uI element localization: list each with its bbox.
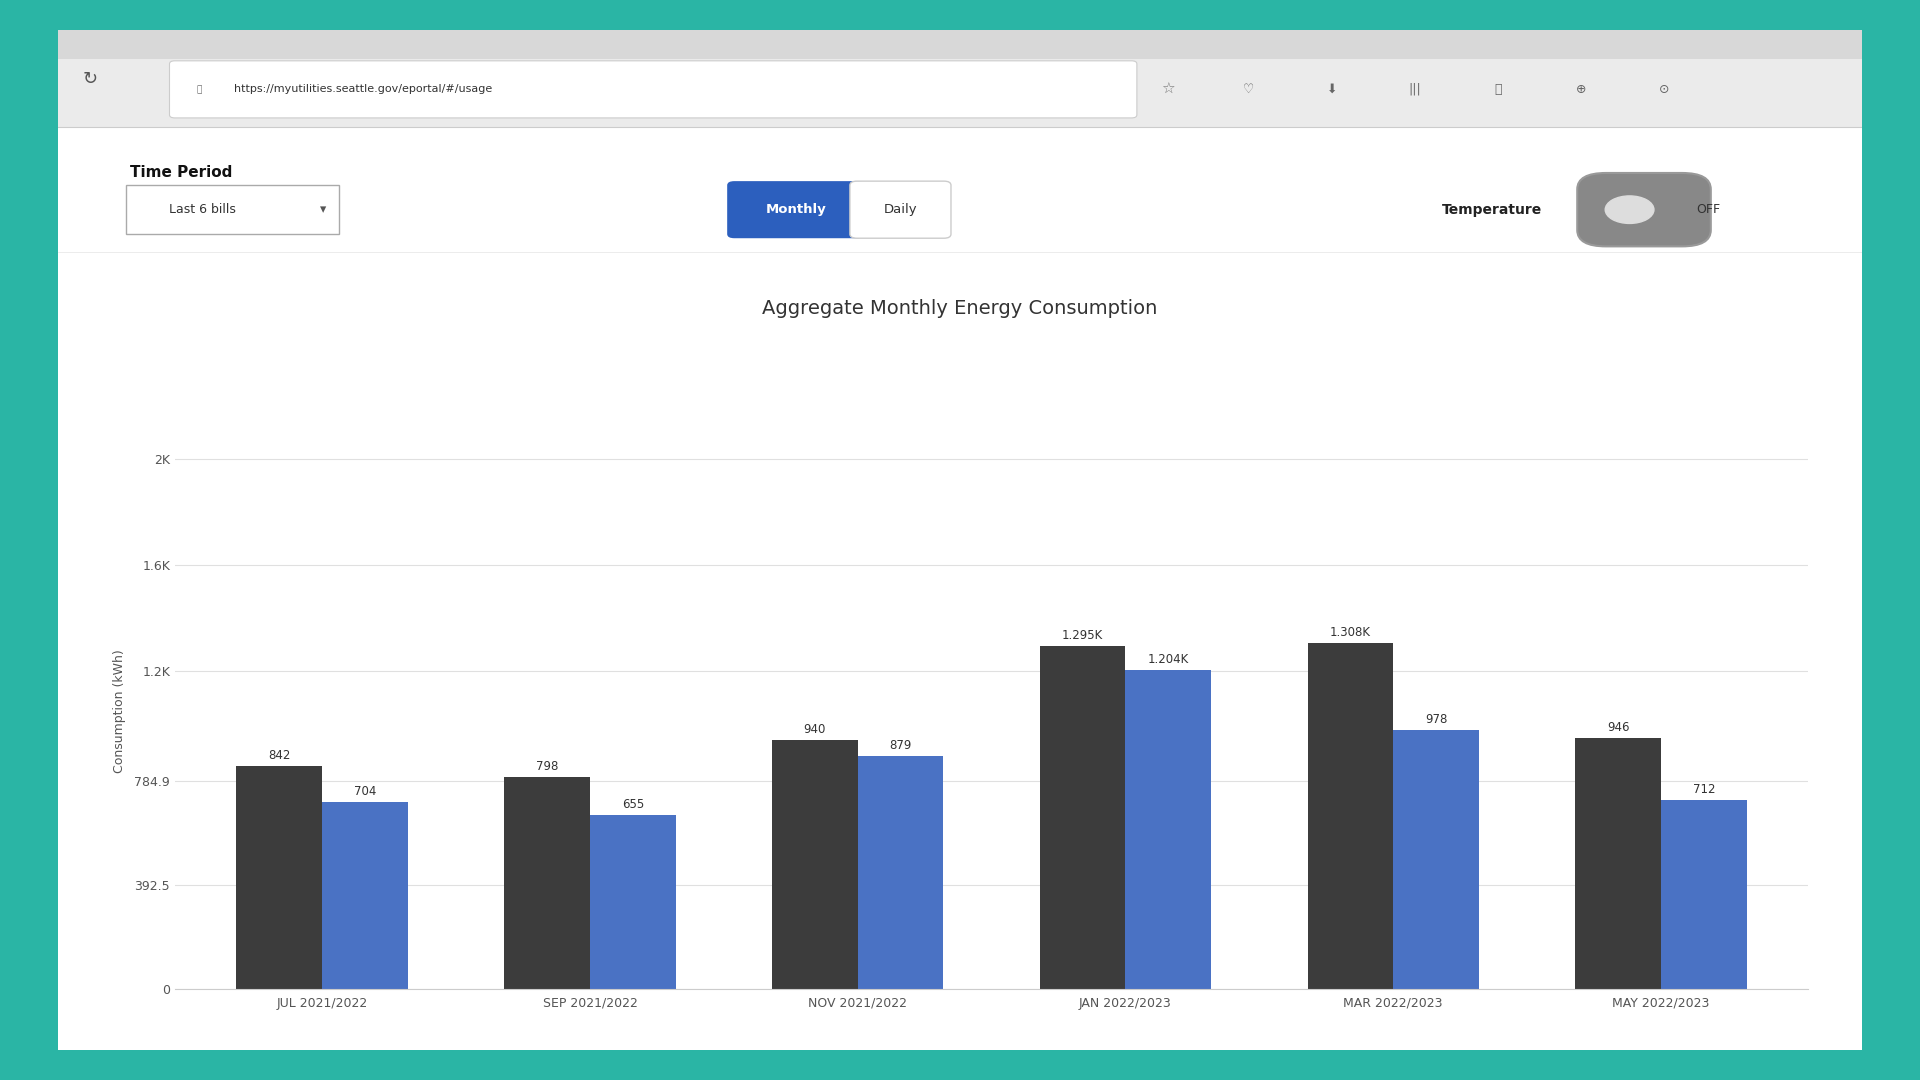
Text: 798: 798 bbox=[536, 760, 559, 773]
Text: 704: 704 bbox=[353, 785, 376, 798]
FancyBboxPatch shape bbox=[728, 181, 864, 239]
Text: ↻: ↻ bbox=[83, 70, 98, 87]
Text: ▾: ▾ bbox=[321, 203, 326, 216]
Bar bbox=[505, 778, 589, 988]
FancyBboxPatch shape bbox=[169, 60, 1137, 118]
FancyBboxPatch shape bbox=[127, 185, 340, 234]
Text: 1.204K: 1.204K bbox=[1148, 653, 1188, 666]
Text: ⊕: ⊕ bbox=[1576, 83, 1586, 96]
Circle shape bbox=[1605, 195, 1653, 224]
Bar bbox=[589, 815, 676, 988]
Text: |||: ||| bbox=[1409, 83, 1421, 96]
Text: 🔒: 🔒 bbox=[196, 85, 202, 94]
Bar bbox=[58, 30, 1862, 58]
Y-axis label: Consumption (kWh): Consumption (kWh) bbox=[113, 649, 127, 772]
Text: 1.295K: 1.295K bbox=[1062, 629, 1104, 642]
Bar bbox=[858, 756, 943, 988]
Bar bbox=[1308, 643, 1394, 988]
Text: 946: 946 bbox=[1607, 721, 1630, 734]
Text: 712: 712 bbox=[1693, 783, 1715, 796]
Text: 1.308K: 1.308K bbox=[1331, 625, 1371, 638]
Text: ⬜: ⬜ bbox=[1494, 83, 1501, 96]
Text: https://myutilities.seattle.gov/eportal/#/usage: https://myutilities.seattle.gov/eportal/… bbox=[234, 84, 493, 94]
FancyBboxPatch shape bbox=[1576, 173, 1711, 246]
Text: 655: 655 bbox=[622, 798, 643, 811]
Bar bbox=[323, 802, 407, 988]
Bar bbox=[1125, 670, 1212, 988]
Text: Daily: Daily bbox=[883, 203, 918, 216]
Text: ⊙: ⊙ bbox=[1659, 83, 1668, 96]
Text: Monthly: Monthly bbox=[766, 203, 826, 216]
Text: Last 6 bills: Last 6 bills bbox=[169, 203, 236, 216]
Text: OFF: OFF bbox=[1697, 203, 1720, 216]
Text: 940: 940 bbox=[804, 723, 826, 735]
Text: Time Period: Time Period bbox=[131, 165, 232, 180]
Bar bbox=[1041, 646, 1125, 988]
Bar bbox=[1661, 800, 1747, 988]
Text: 879: 879 bbox=[889, 739, 912, 752]
Bar bbox=[772, 740, 858, 988]
Text: ⬇: ⬇ bbox=[1327, 83, 1336, 96]
Bar bbox=[1394, 730, 1478, 988]
Text: 842: 842 bbox=[269, 748, 290, 761]
Text: 978: 978 bbox=[1425, 713, 1448, 726]
Bar bbox=[58, 30, 1862, 127]
Bar bbox=[1574, 739, 1661, 988]
Text: Temperature: Temperature bbox=[1442, 203, 1542, 217]
FancyBboxPatch shape bbox=[851, 181, 950, 239]
Text: ♡: ♡ bbox=[1242, 83, 1254, 96]
Text: Aggregate Monthly Energy Consumption: Aggregate Monthly Energy Consumption bbox=[762, 299, 1158, 319]
Text: ☆: ☆ bbox=[1162, 82, 1175, 97]
Bar bbox=[236, 766, 323, 988]
